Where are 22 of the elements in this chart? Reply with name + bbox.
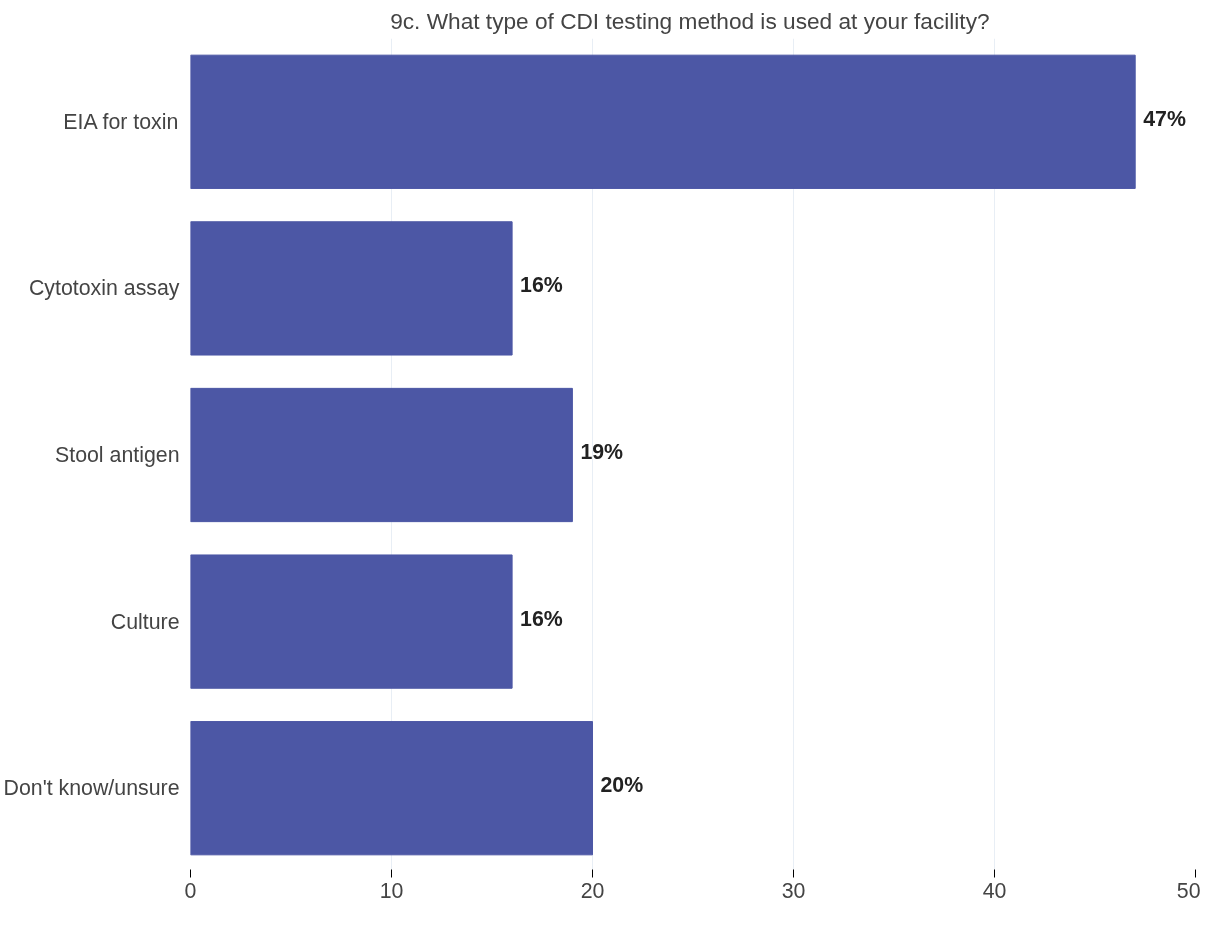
x-tick-label: 30 — [781, 878, 806, 903]
bar — [190, 554, 513, 689]
data-label: 20% — [600, 773, 644, 798]
data-label: 16% — [520, 606, 563, 631]
data-label: 16% — [520, 273, 563, 298]
y-tick-label: Stool antigen — [54, 443, 180, 467]
bar — [190, 54, 1136, 189]
y-tick-label: EIA for toxin — [63, 109, 179, 134]
x-tick-label: 20 — [580, 878, 605, 903]
x-tick-label: 0 — [184, 878, 197, 903]
data-label: 47% — [1143, 106, 1186, 131]
y-tick-label: Cytotoxin assay — [28, 276, 180, 301]
x-tick-label: 50 — [1176, 878, 1201, 903]
y-tick-label: Don't know/unsure — [3, 776, 180, 801]
bar — [190, 221, 513, 356]
y-tick-label: Culture — [110, 609, 180, 634]
x-tick-label: 10 — [379, 878, 404, 903]
chart-title: 9c. What type of CDI testing method is used at your facility? — [390, 7, 990, 34]
data-label: 19% — [580, 440, 624, 464]
bar — [190, 387, 573, 523]
bar — [190, 721, 593, 856]
x-tick-label: 40 — [982, 878, 1007, 903]
